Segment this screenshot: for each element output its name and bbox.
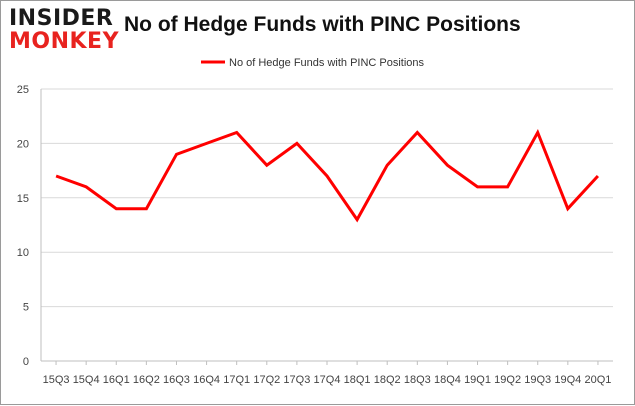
x-tick-label-17Q4: 17Q4 [314,374,341,386]
x-tick-label-20Q1: 20Q1 [584,374,611,386]
x-axis: 15Q3 15Q4 16Q1 16Q2 16Q3 16Q4 17Q1 17Q2 17Q3 17Q4… [41,360,613,386]
logo-text-insider: INSIDER [9,6,114,31]
x-tick-label-19Q4: 19Q4 [554,374,581,386]
x-tick-label-17Q1: 17Q1 [223,374,250,386]
x-tick-label-15Q4: 15Q4 [73,374,100,386]
chart-title: No of Hedge Funds with PINC Positions [124,13,521,36]
legend-label: No of Hedge Funds with PINC Positions [229,57,425,69]
x-tick-label-18Q2: 18Q2 [374,374,401,386]
insider-monkey-logo: INSIDER MONKEY [9,6,120,54]
gridlines [41,88,613,362]
x-tick-label-17Q2: 17Q2 [253,374,280,386]
y-tick-label-20: 20 [17,138,29,150]
x-tick-label-19Q2: 19Q2 [494,374,521,386]
x-tick-label-18Q3: 18Q3 [404,374,431,386]
x-tick-label-16Q4: 16Q4 [193,374,220,386]
legend: No of Hedge Funds with PINC Positions [201,57,425,69]
x-tick-label-16Q3: 16Q3 [163,374,190,386]
x-tick-label-17Q3: 17Q3 [283,374,310,386]
x-tick-label-18Q4: 18Q4 [434,374,461,386]
series-layer [55,128,600,223]
y-tick-label-0: 0 [23,356,29,368]
y-tick-label-10: 10 [17,247,29,259]
series-line-0 [55,128,600,223]
x-tick-label-16Q1: 16Q1 [103,374,130,386]
x-tick-label-19Q1: 19Q1 [464,374,491,386]
y-axis: 0 5 10 15 20 25 [17,84,42,368]
logo-text-monkey: MONKEY [9,29,120,54]
x-tick-label-19Q3: 19Q3 [524,374,551,386]
x-tick-label-15Q3: 15Q3 [43,374,70,386]
x-tick-label-16Q2: 16Q2 [133,374,160,386]
y-tick-label-5: 5 [23,302,29,314]
x-tick-label-18Q1: 18Q1 [344,374,371,386]
y-tick-label-15: 15 [17,193,29,205]
y-tick-label-25: 25 [17,84,29,96]
